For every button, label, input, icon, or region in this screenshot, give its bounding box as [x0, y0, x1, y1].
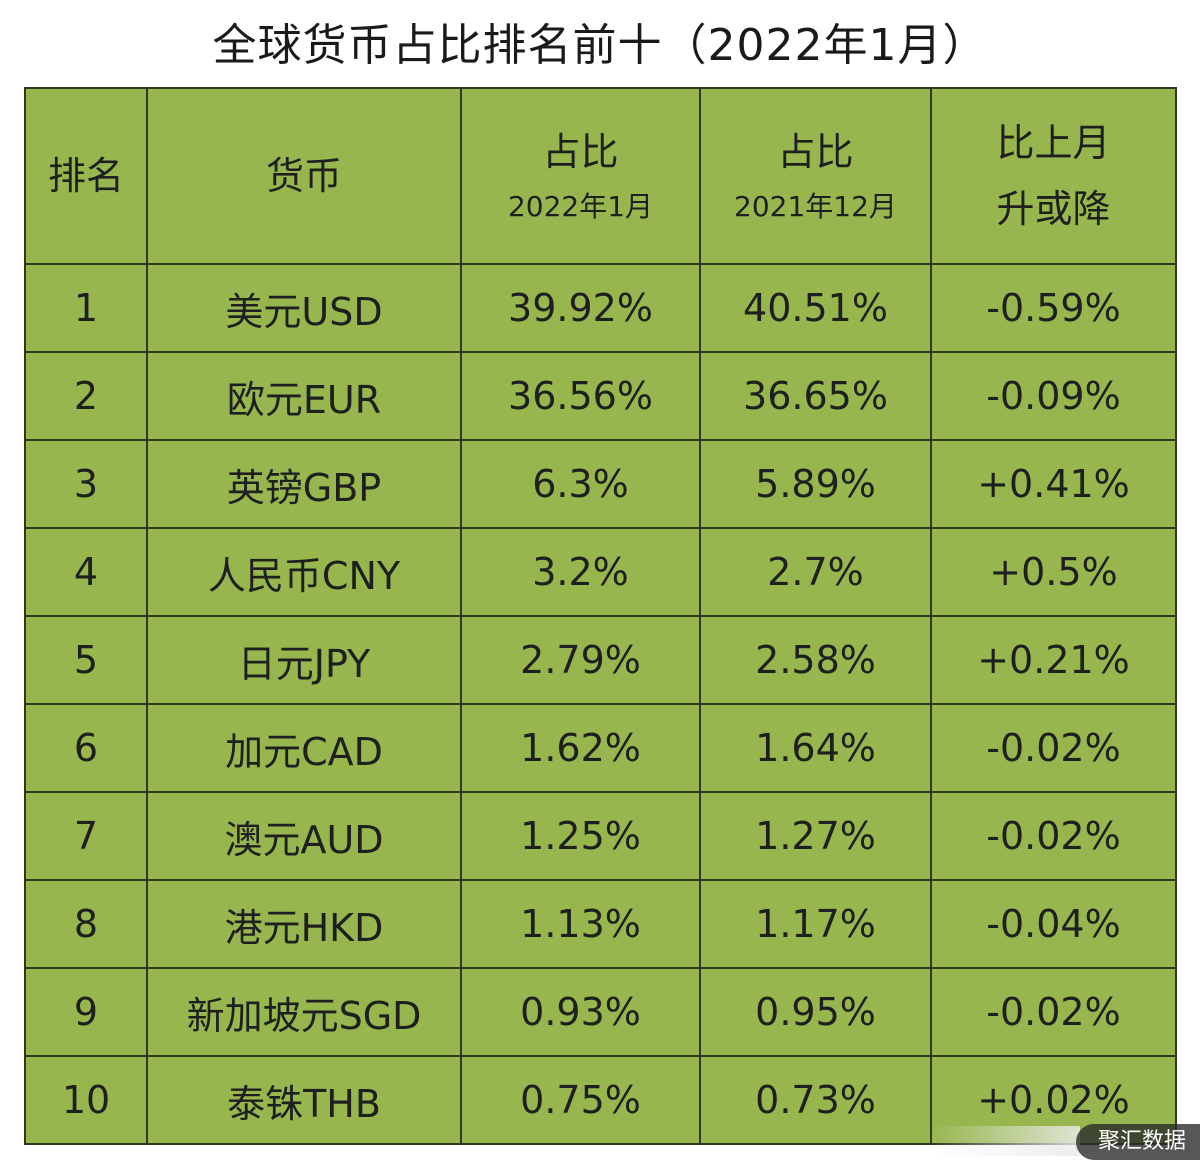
header-share-jan-sub: 2022年1月 [507, 190, 654, 223]
table-row: 5 日元JPY 2.79% 2.58% +0.21% [24, 615, 1177, 705]
rank-cell: 9 [24, 967, 148, 1057]
share-jan-2022-cell: 36.56% [460, 351, 701, 441]
share-dec-2021-cell: 0.73% [699, 1055, 932, 1145]
rank-cell: 2 [24, 351, 148, 441]
table-row: 6 加元CAD 1.62% 1.64% -0.02% [24, 703, 1177, 793]
chart-title: 全球货币占比排名前十（2022年1月） [212, 20, 988, 71]
share-jan-2022-cell: 6.3% [460, 439, 701, 529]
change-cell: -0.02% [930, 703, 1177, 793]
table-row: 1 美元USD 39.92% 40.51% -0.59% [24, 263, 1177, 353]
share-jan-2022-cell: 0.75% [460, 1055, 701, 1145]
share-dec-2021-cell: 5.89% [699, 439, 932, 529]
rank-cell: 5 [24, 615, 148, 705]
share-dec-2021-cell: 40.51% [699, 263, 932, 353]
header-currency: 货币 [146, 87, 462, 265]
table-row: 10 泰铢THB 0.75% 0.73% +0.02% [24, 1055, 1177, 1145]
rank-cell: 1 [24, 263, 148, 353]
currency-cell: 人民币CNY [146, 527, 462, 617]
header-change: 比上月 升或降 [930, 87, 1177, 265]
share-dec-2021-cell: 1.64% [699, 703, 932, 793]
share-jan-2022-cell: 1.62% [460, 703, 701, 793]
currency-cell: 泰铢THB [146, 1055, 462, 1145]
change-cell: -0.09% [930, 351, 1177, 441]
share-dec-2021-cell: 36.65% [699, 351, 932, 441]
share-jan-2022-cell: 0.93% [460, 967, 701, 1057]
table-header-row: 排名 货币 占比 2022年1月 占比 2021年12月 比上月 升或降 [24, 87, 1177, 265]
currency-cell: 澳元AUD [146, 791, 462, 881]
currency-cell: 新加坡元SGD [146, 967, 462, 1057]
change-cell: -0.04% [930, 879, 1177, 969]
header-change-line1: 比上月 [996, 121, 1111, 165]
header-change-line2: 升或降 [996, 187, 1111, 231]
share-jan-2022-cell: 2.79% [460, 615, 701, 705]
rank-cell: 4 [24, 527, 148, 617]
header-rank-label: 排名 [47, 154, 124, 198]
rank-cell: 6 [24, 703, 148, 793]
currency-share-table: 排名 货币 占比 2022年1月 占比 2021年12月 比上月 升或降 1 美元… [24, 87, 1177, 1145]
change-cell: -0.59% [930, 263, 1177, 353]
rank-cell: 3 [24, 439, 148, 529]
currency-cell: 欧元EUR [146, 351, 462, 441]
share-dec-2021-cell: 1.17% [699, 879, 932, 969]
change-cell: +0.21% [930, 615, 1177, 705]
change-cell: -0.02% [930, 791, 1177, 881]
share-dec-2021-cell: 2.58% [699, 615, 932, 705]
rank-cell: 8 [24, 879, 148, 969]
currency-cell: 加元CAD [146, 703, 462, 793]
share-dec-2021-cell: 2.7% [699, 527, 932, 617]
table-row: 8 港元HKD 1.13% 1.17% -0.04% [24, 879, 1177, 969]
header-share-jan-2022: 占比 2022年1月 [460, 87, 701, 265]
change-cell: -0.02% [930, 967, 1177, 1057]
share-dec-2021-cell: 1.27% [699, 791, 932, 881]
table-row: 9 新加坡元SGD 0.93% 0.95% -0.02% [24, 967, 1177, 1057]
share-jan-2022-cell: 39.92% [460, 263, 701, 353]
watermark: 聚汇数据 [930, 1098, 1200, 1164]
change-cell: +0.41% [930, 439, 1177, 529]
currency-cell: 美元USD [146, 263, 462, 353]
share-dec-2021-cell: 0.95% [699, 967, 932, 1057]
currency-cell: 日元JPY [146, 615, 462, 705]
table-row: 7 澳元AUD 1.25% 1.27% -0.02% [24, 791, 1177, 881]
header-rank: 排名 [24, 87, 148, 265]
table-row: 3 英镑GBP 6.3% 5.89% +0.41% [24, 439, 1177, 529]
header-share-jan-main: 占比 [542, 130, 619, 174]
share-jan-2022-cell: 1.25% [460, 791, 701, 881]
share-jan-2022-cell: 1.13% [460, 879, 701, 969]
table-row: 4 人民币CNY 3.2% 2.7% +0.5% [24, 527, 1177, 617]
rank-cell: 7 [24, 791, 148, 881]
share-jan-2022-cell: 3.2% [460, 527, 701, 617]
currency-cell: 港元HKD [146, 879, 462, 969]
currency-cell: 英镑GBP [146, 439, 462, 529]
table-body: 1 美元USD 39.92% 40.51% -0.59% 2 欧元EUR 36.56% 36.6… [24, 263, 1177, 1145]
rank-cell: 10 [24, 1055, 148, 1145]
header-share-dec-2021: 占比 2021年12月 [699, 87, 932, 265]
header-currency-label: 货币 [265, 154, 342, 198]
table-row: 2 欧元EUR 36.56% 36.65% -0.09% [24, 351, 1177, 441]
change-cell: +0.5% [930, 527, 1177, 617]
header-share-dec-main: 占比 [777, 130, 854, 174]
currency-share-table-container: 排名 货币 占比 2022年1月 占比 2021年12月 比上月 升或降 1 美元… [24, 87, 1177, 1145]
header-share-dec-sub: 2021年12月 [734, 190, 897, 223]
watermark-fade [930, 1126, 1080, 1156]
watermark-badge: 聚汇数据 [1075, 1124, 1200, 1160]
